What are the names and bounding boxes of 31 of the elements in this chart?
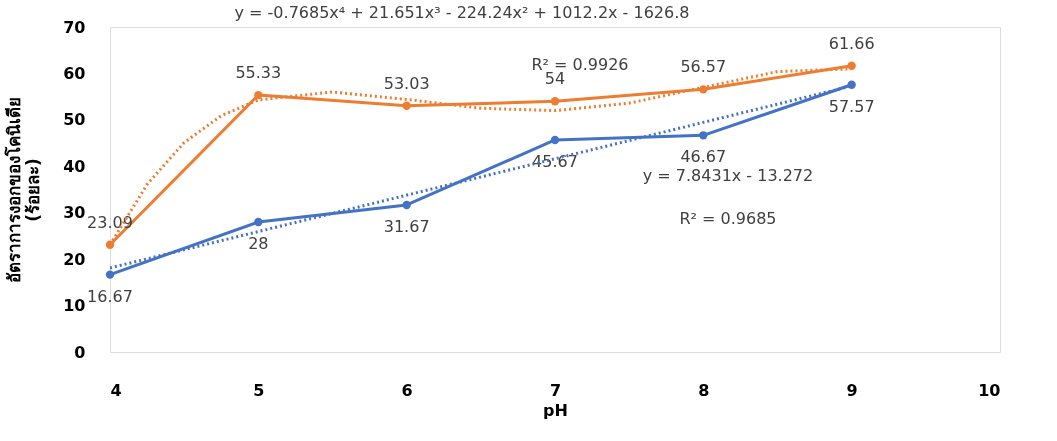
x-tick-label: 6 — [401, 380, 413, 400]
data-label: 54 — [544, 69, 566, 89]
data-label: 23.09 — [87, 212, 133, 232]
y-tick-label: 20 — [63, 249, 86, 269]
data-label: 55.33 — [235, 63, 282, 83]
data-label: 56.57 — [680, 57, 727, 77]
x-tick-label: 10 — [978, 380, 1001, 400]
x-axis-title: pH — [543, 400, 568, 420]
data-label: 28 — [248, 234, 269, 253]
y-tick-label: 0 — [74, 342, 86, 362]
y-tick-label: 50 — [63, 110, 86, 130]
annotation: y = 7.8431x - 13.272 — [642, 166, 814, 185]
y-tick-label: 70 — [63, 17, 86, 37]
text: y = -0.7685x⁴ + 21.651x³ - 224.24x² + 1012.2x - 1626.8 — [234, 3, 690, 22]
x-tick-label: 5 — [253, 380, 265, 400]
data-label: 57.57 — [828, 96, 875, 116]
data-label: 46.67 — [680, 147, 727, 167]
data-label: 31.67 — [383, 216, 430, 236]
data-label: 61.66 — [828, 33, 875, 53]
y-tick-label: 40 — [63, 156, 86, 176]
y-axis-title: อัตราการงอกของโคนิเดีย (ร้อยละ) — [4, 97, 44, 283]
annotation: R² = 0.9685 — [679, 209, 777, 228]
y-tick-label: 60 — [63, 63, 86, 83]
data-label: 53.03 — [383, 73, 430, 93]
y-tick-label: 10 — [63, 296, 86, 316]
data-label: 16.67 — [87, 286, 133, 306]
x-tick-label: 7 — [549, 380, 562, 400]
x-tick-label: 8 — [698, 380, 710, 400]
x-tick-label: 4 — [110, 380, 122, 400]
x-tick-label: 9 — [846, 380, 858, 400]
y-tick-label: 30 — [63, 203, 86, 223]
